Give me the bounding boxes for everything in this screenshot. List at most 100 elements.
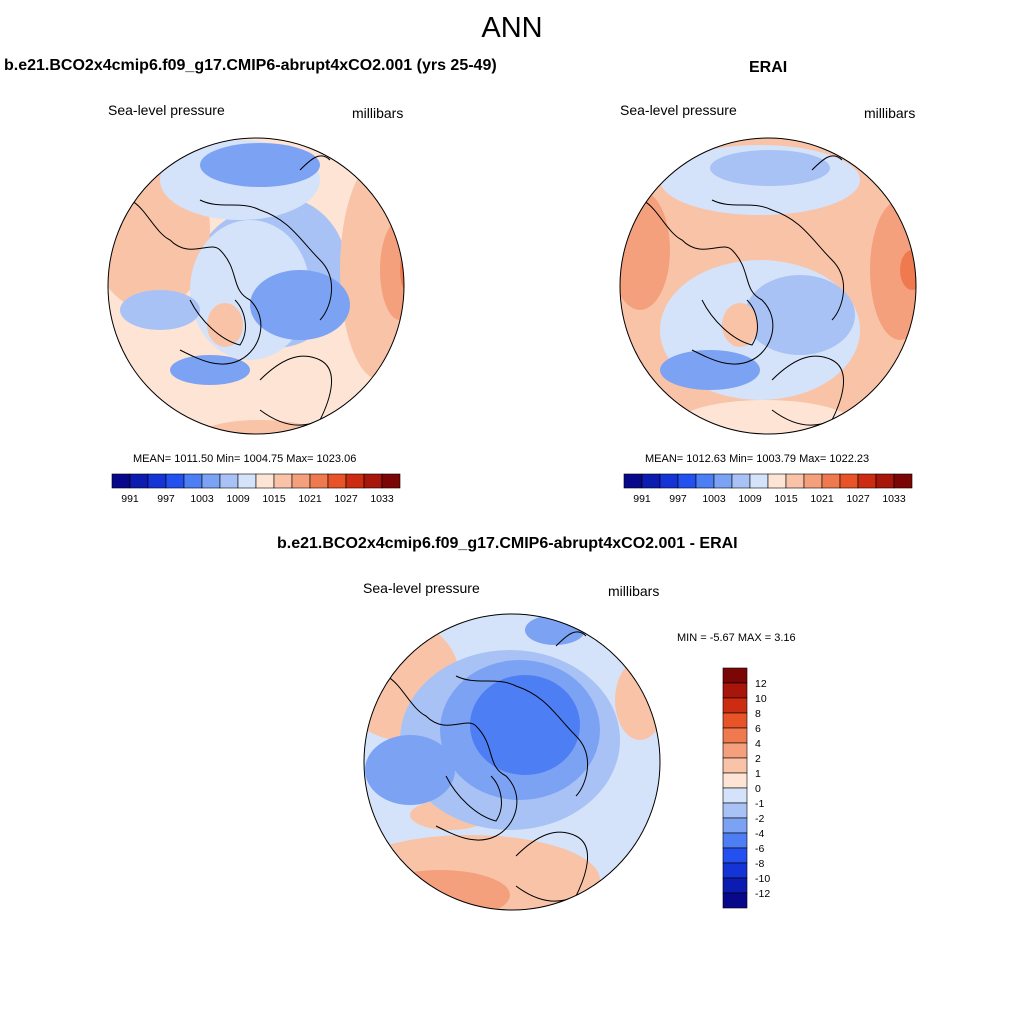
panel-1-units: millibars: [352, 105, 404, 121]
colorbar-swatch: [219, 473, 239, 489]
colorbar-swatch: [381, 473, 401, 489]
colorbar-swatch: [722, 682, 748, 699]
colorbar-swatch: [731, 473, 751, 489]
colorbar-swatch: [291, 473, 311, 489]
colorbar-tick-label: 1033: [370, 493, 394, 505]
panel-1-stats: MEAN= 1011.50 Min= 1004.75 Max= 1023.06: [133, 453, 357, 465]
colorbar-swatch: [803, 473, 823, 489]
colorbar-swatch: [722, 697, 748, 714]
colorbar-tick-label: 1015: [262, 493, 286, 505]
colorbar-tick-label: 2: [755, 753, 761, 765]
colorbar-swatch: [722, 862, 748, 879]
colorbar-swatch: [785, 473, 805, 489]
colorbar-tick-label: 991: [633, 493, 651, 505]
colorbar-swatch: [183, 473, 203, 489]
colorbar-tick-label: 1021: [810, 493, 834, 505]
colorbar-swatch: [255, 473, 275, 489]
colorbar-tick-label: -6: [755, 843, 764, 855]
colorbar-swatch: [722, 832, 748, 849]
colorbar-swatch: [875, 473, 895, 489]
panel-1-title: b.e21.BCO2x4cmip6.f09_g17.CMIP6-abrupt4x…: [4, 57, 497, 74]
colorbar-swatch: [659, 473, 679, 489]
colorbar-2: 991 997 1003 1009 1015 1021 1027 1033: [623, 473, 913, 505]
colorbar-swatch: [749, 473, 769, 489]
panel-2-stats: MEAN= 1012.63 Min= 1003.79 Max= 1022.23: [645, 453, 870, 465]
colorbar-tick-label: 8: [755, 708, 761, 720]
colorbar-swatch: [363, 473, 383, 489]
map-1-border: [107, 137, 405, 435]
panel-3-units: millibars: [608, 583, 660, 599]
colorbar-tick-label: 1009: [226, 493, 250, 505]
colorbar-tick-label: 1033: [882, 493, 906, 505]
colorbar-tick-label: -2: [755, 813, 764, 825]
colorbar-tick-label: 12: [755, 678, 767, 690]
colorbar-tick-label: 6: [755, 723, 761, 735]
colorbar-swatch: [111, 473, 131, 489]
panel-2-title: ERAI: [749, 59, 788, 76]
colorbar-swatch: [857, 473, 877, 489]
map-2-border: [619, 137, 917, 435]
panel-2-variable: Sea-level pressure: [620, 102, 737, 118]
colorbar-swatch: [677, 473, 697, 489]
colorbar-swatch: [722, 727, 748, 744]
colorbar-swatch: [623, 473, 643, 489]
colorbar-swatch: [129, 473, 149, 489]
colorbar-tick-label: 991: [121, 493, 139, 505]
colorbar-tick-label: 1009: [738, 493, 762, 505]
colorbar-swatch: [273, 473, 293, 489]
colorbar-swatch: [695, 473, 715, 489]
colorbar-tick-label: -1: [755, 798, 764, 810]
panel-2-units: millibars: [864, 105, 916, 121]
colorbar-swatch: [722, 877, 748, 894]
colorbar-swatch: [722, 667, 748, 684]
colorbar-swatch: [722, 772, 748, 789]
colorbar-tick-label: 0: [755, 783, 761, 795]
colorbar-tick-label: 1027: [334, 493, 358, 505]
colorbar-swatch: [165, 473, 185, 489]
colorbar-1: 991 997 1003 1009 1015 1021 1027 1033: [111, 473, 401, 505]
colorbar-swatch: [237, 473, 257, 489]
map-difference: [364, 614, 660, 910]
map-model-slp: [108, 138, 404, 434]
colorbar-swatch: [767, 473, 787, 489]
colorbar-tick-label: 997: [669, 493, 687, 505]
colorbar-swatch: [722, 787, 748, 804]
colorbar-swatch: [641, 473, 661, 489]
colorbar-swatch: [722, 802, 748, 819]
colorbar-swatch: [722, 817, 748, 834]
colorbar-swatch: [327, 473, 347, 489]
colorbar-tick-label: -12: [755, 888, 770, 900]
colorbar-tick-label: -8: [755, 858, 764, 870]
colorbar-swatch: [147, 473, 167, 489]
colorbar-tick-label: 1003: [190, 493, 214, 505]
colorbar-swatch: [722, 847, 748, 864]
colorbar-swatch: [201, 473, 221, 489]
colorbar-tick-label: 997: [157, 493, 175, 505]
colorbar-swatch: [722, 742, 748, 759]
colorbar-tick-label: 1027: [846, 493, 870, 505]
figure-title: ANN: [481, 12, 543, 44]
colorbar-tick-label: -4: [755, 828, 764, 840]
colorbar-tick-label: 1003: [702, 493, 726, 505]
colorbar-swatch: [722, 712, 748, 729]
panel-3-title: b.e21.BCO2x4cmip6.f09_g17.CMIP6-abrupt4x…: [277, 535, 738, 552]
colorbar-tick-label: 4: [755, 738, 761, 750]
colorbar-swatch: [893, 473, 913, 489]
colorbar-tick-label: 1015: [774, 493, 798, 505]
colorbar-swatch: [713, 473, 733, 489]
colorbar-swatch: [821, 473, 841, 489]
colorbar-swatch: [722, 757, 748, 774]
colorbar-tick-label: 1021: [298, 493, 322, 505]
colorbar-swatch: [345, 473, 365, 489]
colorbar-tick-label: 1: [755, 768, 761, 780]
colorbar-swatch: [839, 473, 859, 489]
colorbar-swatch: [722, 892, 748, 909]
panel-3-variable: Sea-level pressure: [363, 580, 480, 596]
panel-1-variable: Sea-level pressure: [108, 102, 225, 118]
colorbar-tick-label: 10: [755, 693, 767, 705]
colorbar-swatch: [309, 473, 329, 489]
map-erai-slp: [620, 138, 916, 434]
panel-3-stats: MIN = -5.67 MAX = 3.16: [677, 632, 796, 644]
